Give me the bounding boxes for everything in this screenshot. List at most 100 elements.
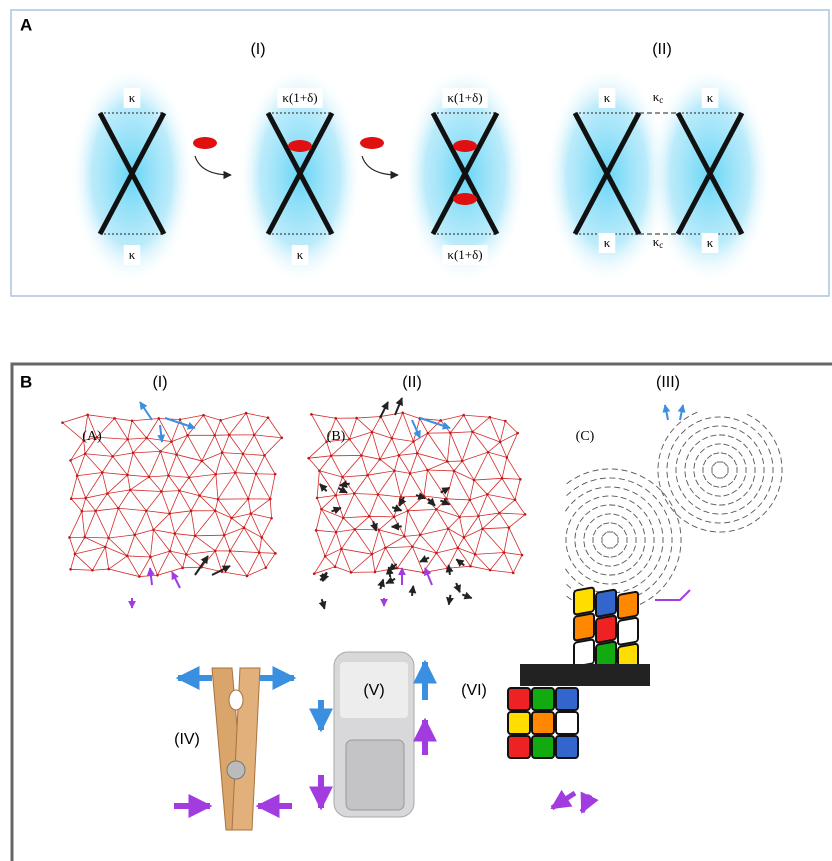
mesh-edge <box>470 554 476 567</box>
flow-dash <box>651 527 655 534</box>
flow-dash <box>583 471 590 475</box>
flow-dash <box>596 524 603 529</box>
flow-dash <box>610 522 617 525</box>
mesh-edge <box>228 412 247 436</box>
mesh-edge <box>176 454 202 462</box>
mesh-node <box>244 411 248 415</box>
flow-dash <box>578 504 584 510</box>
mesh-edge <box>457 547 471 567</box>
mesh-node <box>178 418 182 421</box>
coupling-label: κc <box>653 89 664 105</box>
flow-dash <box>670 546 673 553</box>
mesh-node <box>481 527 484 531</box>
object-label: (IV) <box>174 731 200 748</box>
x-arm <box>572 111 642 236</box>
flow-dash <box>574 541 577 548</box>
flow-dash <box>748 450 753 456</box>
mesh-edge <box>214 499 219 511</box>
flow-dash <box>644 587 651 592</box>
coupling-label: κc <box>653 234 664 250</box>
mesh-edge <box>412 546 424 573</box>
displacement-arrow <box>427 497 436 507</box>
flow-dash <box>739 430 745 434</box>
mesh-edge <box>243 527 260 553</box>
mesh-edge <box>472 416 491 433</box>
mesh-edge <box>168 475 190 478</box>
flow-dash <box>733 418 740 421</box>
mesh-edge <box>171 441 177 455</box>
mesh-edge <box>169 490 180 514</box>
mesh-edge <box>487 441 501 453</box>
flow-dash <box>663 509 668 516</box>
flow-dash <box>586 489 593 493</box>
mesh-edge <box>108 555 128 570</box>
mesh-edge <box>92 546 106 571</box>
kappa-label: κ <box>129 247 136 262</box>
mesh-edge <box>475 552 505 555</box>
mesh-edge <box>326 418 337 442</box>
flow-dash <box>780 457 783 464</box>
mesh-edge <box>112 452 134 457</box>
flow-dash <box>678 484 682 491</box>
mesh-edge <box>367 475 379 495</box>
flow-dash <box>623 589 630 592</box>
mesh-edge <box>361 455 368 476</box>
flow-dash <box>629 576 635 580</box>
mesh-edge <box>342 517 356 530</box>
mesh-node <box>246 497 250 501</box>
flow-dash <box>730 510 737 514</box>
mesh-edge <box>463 528 483 538</box>
mesh-edge <box>470 565 491 571</box>
mesh-edge <box>160 441 172 452</box>
flow-dash <box>566 491 572 497</box>
mesh-edge <box>231 513 251 519</box>
flow-dash <box>746 413 753 418</box>
mesh-edge <box>461 460 475 481</box>
flow-dash <box>583 532 586 539</box>
mesh-node <box>104 545 107 549</box>
flow-dash <box>648 519 652 526</box>
flow-dash <box>667 555 671 562</box>
mesh-edge <box>308 457 320 472</box>
mesh-node <box>213 433 217 437</box>
flow-dash <box>742 514 748 519</box>
flow-dash <box>595 487 602 490</box>
mesh-node <box>249 512 253 515</box>
mesh-edge <box>81 511 86 538</box>
mesh-node <box>149 555 152 559</box>
flow-dash <box>746 522 753 527</box>
mesh-node <box>334 416 338 420</box>
mesh-edge <box>315 530 326 557</box>
defect <box>193 137 217 149</box>
mesh-node <box>147 475 151 479</box>
flow-dash <box>593 496 600 500</box>
mesh-node <box>130 419 134 423</box>
mesh-node <box>113 417 116 420</box>
flow-dash <box>667 518 671 525</box>
flow-dash <box>706 444 713 448</box>
flow-dash <box>570 499 576 505</box>
mesh-edge <box>215 474 219 500</box>
flow-dash <box>658 555 662 562</box>
flow-dash <box>730 426 737 430</box>
mesh-edge <box>127 439 134 454</box>
mesh-edge <box>334 548 342 567</box>
mesh-edge <box>379 438 393 460</box>
mesh-edge <box>223 517 232 536</box>
mesh-edge <box>153 529 171 552</box>
mesh-edge <box>74 553 93 571</box>
flow-dash <box>636 483 643 488</box>
flow-dash <box>768 448 772 455</box>
mesh-edge <box>499 441 508 458</box>
mesh-edge <box>371 547 386 555</box>
mesh-edge <box>220 412 247 421</box>
mesh-node <box>157 417 161 420</box>
flow-dash <box>777 485 781 492</box>
flow-dash <box>579 557 584 564</box>
mesh-edge <box>267 417 283 438</box>
mesh-edge <box>158 418 172 442</box>
mesh-edge <box>132 452 150 478</box>
mesh-edge <box>378 529 405 537</box>
mesh-edge <box>255 455 265 474</box>
mesh-node <box>397 454 401 457</box>
